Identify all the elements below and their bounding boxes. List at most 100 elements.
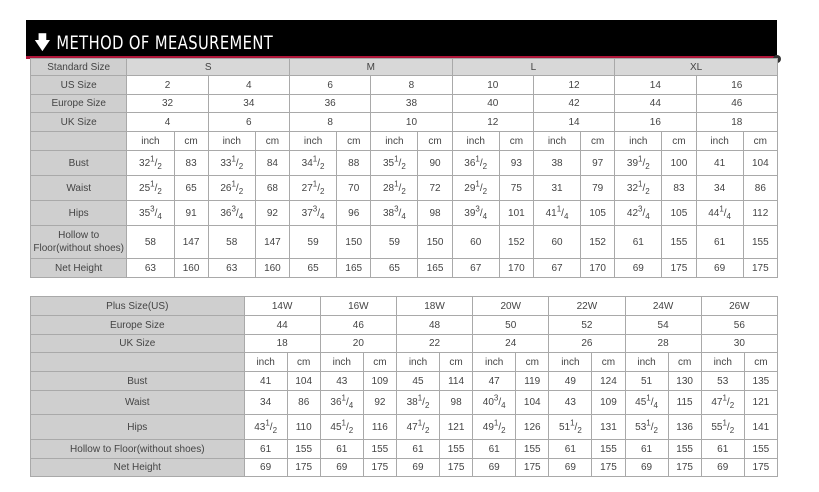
size-cell: 30 [700, 334, 779, 353]
measure-cell: 96 [336, 200, 372, 226]
measure-cell: 431/2 [243, 414, 288, 440]
measure-cell: 41 [243, 371, 288, 391]
measure-cell: 291/2 [451, 175, 500, 201]
measure-cell: 75 [498, 175, 534, 201]
unit-cm: cm [743, 352, 779, 372]
measure-cell: 155 [591, 439, 626, 459]
unit-inch: inch [472, 352, 517, 372]
size-cell: 6 [207, 112, 291, 132]
measure-cell: 69 [548, 458, 593, 477]
measure-cell: 61 [624, 439, 669, 459]
measure-label: Net Height [30, 458, 245, 477]
table-row: Bust 321/2 83 331/2 84 341/2 88 351/2 90 361/2 93 3… [29, 150, 779, 176]
section-title: 🡇 METHOD OF MEASUREMENT [34, 32, 274, 54]
size-cell: 4 [126, 112, 209, 132]
size-cell: 18 [243, 334, 321, 353]
measure-cell: 175 [667, 458, 702, 477]
table-row: Hips 353/4 91 363/4 92 373/4 96 383/4 98 393/4 101… [29, 200, 779, 226]
measure-cell: 321/2 [614, 175, 663, 201]
measure-cell: 121 [743, 390, 779, 415]
table-row: Hips 431/2 110 451/2 116 471/2 121 491/2 126 511/… [30, 414, 779, 440]
measure-cell: 104 [286, 371, 321, 391]
measure-cell: 361/2 [451, 150, 500, 176]
measure-cell: 86 [742, 175, 779, 201]
table-row: Net Height 63 160 63 160 65 165 65 165 67 170 67 170… [29, 258, 779, 278]
measure-cell: 551/2 [700, 414, 745, 440]
unit-inch: inch [532, 131, 582, 151]
measure-cell: 165 [336, 258, 372, 278]
measure-cell: 91 [173, 200, 209, 226]
measure-cell: 34 [243, 390, 288, 415]
measure-cell: 175 [661, 258, 697, 278]
measure-label: Hips [29, 200, 128, 226]
measure-cell: 92 [362, 390, 397, 415]
measure-cell: 391/2 [614, 150, 663, 176]
measure-cell: 351/2 [370, 150, 419, 176]
measure-cell: 88 [336, 150, 372, 176]
row-label: UK Size [29, 112, 128, 132]
measure-cell: 45 [395, 371, 441, 391]
measure-label: Net Height [29, 258, 128, 278]
measure-cell: 175 [286, 458, 321, 477]
measure-cell: 92 [254, 200, 291, 226]
unit-cm: cm [362, 352, 397, 372]
measure-cell: 68 [254, 175, 291, 201]
measure-cell: 126 [515, 414, 550, 440]
unit-cm: cm [580, 131, 616, 151]
table-row: Waist 251/2 65 261/2 68 271/2 70 281/2 72 291/2 75… [29, 175, 779, 201]
size-cell: 18 [695, 112, 779, 132]
measure-cell: 136 [667, 414, 702, 440]
measure-cell: 471/2 [700, 390, 745, 415]
measure-cell: 90 [417, 150, 453, 176]
measure-cell: 69 [243, 458, 288, 477]
plus-size-table: Plus Size(US) 14W 16W 18W 20W 22W 24W 26W Europe… [30, 296, 779, 477]
measure-cell: 59 [370, 225, 419, 259]
measure-label: Bust [30, 371, 245, 391]
measure-cell: 51 [624, 371, 669, 391]
unit-label-blank [30, 352, 245, 372]
measure-cell: 491/2 [472, 414, 517, 440]
measure-label: Bust [29, 150, 128, 176]
measure-cell: 383/4 [370, 200, 419, 226]
size-cell: 36 [288, 94, 372, 113]
measure-cell: 121 [439, 414, 474, 440]
table-row: Bust 41 104 43 109 45 114 47 119 49 124 51 130 53 135 [30, 371, 779, 391]
measure-label: Waist [30, 390, 245, 415]
row-label: Plus Size(US) [30, 296, 245, 316]
measure-cell: 105 [661, 200, 697, 226]
unit-inch: inch [126, 131, 175, 151]
size-cell: 10 [451, 75, 534, 95]
size-cell: 22 [395, 334, 474, 353]
size-group-s: S [126, 58, 290, 76]
measure-label: Hollow to Floor(without shoes) [30, 439, 245, 459]
unit-inch: inch [614, 131, 663, 151]
measure-cell: 175 [362, 458, 397, 477]
measure-label: Hollow to Floor(without shoes) [29, 225, 128, 259]
size-cell: 18W [395, 296, 474, 316]
measure-cell: 58 [126, 225, 175, 259]
size-cell: 10 [370, 112, 453, 132]
table-row: Waist 34 86 361/4 92 381/2 98 403/4 104 43 109 451/… [30, 390, 779, 415]
size-cell: 26W [700, 296, 779, 316]
size-group-xl: XL [614, 58, 778, 76]
measure-cell: 67 [451, 258, 500, 278]
measure-cell: 63 [126, 258, 175, 278]
unit-cm: cm [667, 352, 702, 372]
measure-cell: 65 [288, 258, 338, 278]
measure-cell: 41 [695, 150, 744, 176]
table-row: Hollow to Floor(without shoes) 61 155 61 155… [30, 439, 779, 459]
table-row: Europe Size 32 34 36 38 40 42 44 46 [29, 94, 779, 113]
measure-cell: 69 [695, 258, 744, 278]
size-cell: 6 [288, 75, 372, 95]
measure-cell: 175 [743, 458, 779, 477]
table-row: Hollow to Floor(without shoes) 58 147 58 147… [29, 225, 779, 259]
measure-cell: 471/2 [395, 414, 441, 440]
size-cell: 54 [624, 315, 702, 335]
measure-cell: 361/4 [319, 390, 364, 415]
size-group-l: L [451, 58, 616, 76]
measure-cell: 403/4 [472, 390, 517, 415]
measure-cell: 38 [532, 150, 582, 176]
size-cell: 48 [395, 315, 474, 335]
table-row: UK Size 4 6 8 10 12 14 16 18 [29, 112, 779, 132]
measure-cell: 353/4 [126, 200, 175, 226]
